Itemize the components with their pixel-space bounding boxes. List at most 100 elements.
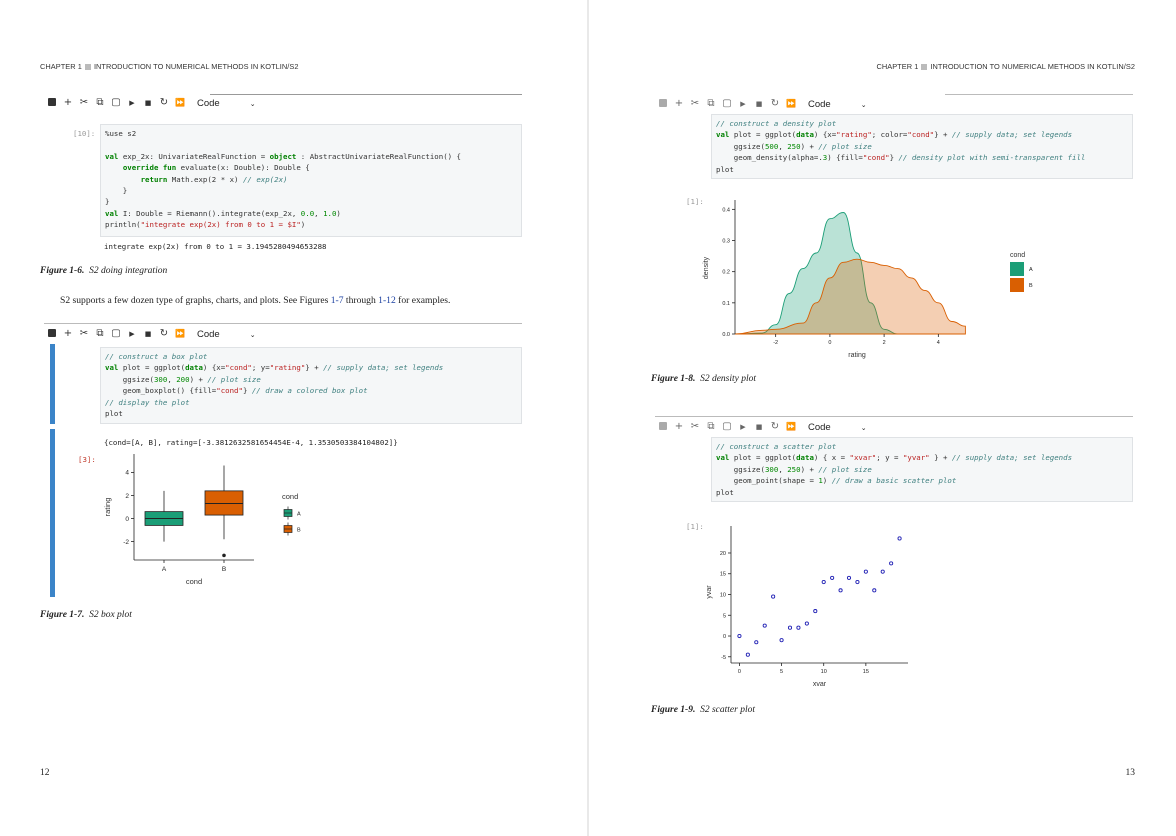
stop-button[interactable]: ■ <box>140 326 156 342</box>
paste-button[interactable]: ▢ <box>108 95 124 111</box>
cut-button[interactable]: ✂ <box>687 419 703 435</box>
run-all-button[interactable]: ⏩ <box>783 419 799 435</box>
code-token: geom_boxplot() {fill= <box>105 386 217 396</box>
run-button[interactable]: ▶ <box>124 95 140 111</box>
code-cell[interactable]: %use s2 val exp_2x: UnivariateRealFuncti… <box>100 124 522 237</box>
stop-button[interactable]: ■ <box>751 96 767 112</box>
cut-button[interactable]: ✂ <box>76 326 92 342</box>
add-cell-button[interactable]: + <box>60 326 76 342</box>
code-token: , <box>778 464 788 474</box>
add-cell-button[interactable]: + <box>671 96 687 112</box>
density-area-b <box>734 258 966 335</box>
code-line: val I: Double = Riemann().integrate(exp_… <box>105 208 517 219</box>
scatter-point <box>779 638 784 643</box>
cell-selection-bar <box>50 344 55 424</box>
cell-type-select[interactable]: Code ⌄ <box>197 329 256 340</box>
cell-type-select[interactable]: Code ⌄ <box>808 422 867 433</box>
paste-button[interactable]: ▢ <box>719 419 735 435</box>
stop-button[interactable]: ■ <box>140 95 156 111</box>
y-axis-title: yvar <box>706 585 713 599</box>
figure-link[interactable]: 1-12 <box>378 295 396 306</box>
x-tick-label: -2 <box>773 340 778 346</box>
paste-button[interactable]: ▢ <box>108 326 124 342</box>
add-cell-button[interactable]: + <box>60 95 76 111</box>
legend-title: cond <box>1010 252 1025 259</box>
body-paragraph: S2 supports a few dozen type of graphs, … <box>60 295 450 306</box>
restart-button[interactable]: ↻ <box>767 96 783 112</box>
page-number: 12 <box>40 768 50 778</box>
code-line: val plot = ggplot(data) {x="rating"; col… <box>716 129 1128 140</box>
run-button[interactable]: ▶ <box>735 419 751 435</box>
code-cell[interactable]: // construct a box plot val plot = ggplot… <box>100 347 522 424</box>
code-token: , <box>778 141 788 151</box>
cell-type-select[interactable]: Code ⌄ <box>197 98 256 109</box>
run-button[interactable]: ▶ <box>735 96 751 112</box>
y-tick-label: 0 <box>125 516 129 523</box>
notebook-toolbar: + ✂ ⧉ ▢ ▶ ■ ↻ ⏩ Code ⌄ <box>44 95 256 111</box>
cell-prompt: [1]: <box>686 522 704 531</box>
output-selection-bar <box>50 429 55 597</box>
run-all-button[interactable]: ⏩ <box>783 96 799 112</box>
run-all-button[interactable]: ⏩ <box>172 95 188 111</box>
x-axis-title: rating <box>848 352 866 359</box>
code-token: ; color= <box>871 130 908 140</box>
notebook-toolbar: + ✂ ⧉ ▢ ▶ ■ ↻ ⏩ Code ⌄ <box>655 96 867 112</box>
code-token: plot = ggplot( <box>733 453 797 463</box>
code-line: ggsize(300, 250) + // plot size <box>716 464 1128 475</box>
box-outlier <box>222 553 226 558</box>
code-token: } <box>242 386 252 396</box>
run-button[interactable]: ▶ <box>124 326 140 342</box>
scatter-point <box>846 575 852 580</box>
y-tick-label: 4 <box>125 470 129 477</box>
cut-button[interactable]: ✂ <box>76 95 92 111</box>
code-token: plot <box>105 409 123 419</box>
code-token: 250 <box>787 464 801 474</box>
code-token: // supply data; set legends <box>951 130 1073 140</box>
save-button[interactable] <box>655 96 671 112</box>
code-token: val <box>716 453 734 463</box>
stop-button[interactable]: ■ <box>751 419 767 435</box>
copy-button[interactable]: ⧉ <box>703 96 719 112</box>
save-button[interactable] <box>655 419 671 435</box>
code-token: // supply data; set legends <box>951 453 1073 463</box>
figure-caption: Figure 1-7. S2 box plot <box>40 610 132 620</box>
restart-button[interactable]: ↻ <box>767 419 783 435</box>
code-token: ) + <box>189 374 208 384</box>
legend-label: B <box>297 528 301 534</box>
cut-button[interactable]: ✂ <box>687 96 703 112</box>
code-cell[interactable]: // construct a density plot val plot = gg… <box>711 114 1133 179</box>
copy-button[interactable]: ⧉ <box>92 326 108 342</box>
code-token: ) { x = <box>813 453 850 463</box>
code-token: val <box>716 130 734 140</box>
restart-button[interactable]: ↻ <box>156 326 172 342</box>
restart-button[interactable]: ↻ <box>156 95 172 111</box>
paste-button[interactable]: ▢ <box>719 96 735 112</box>
code-token: ) {fill= <box>827 153 863 163</box>
cell-prompt: [3]: <box>78 455 96 464</box>
figure-link[interactable]: 1-7 <box>330 295 344 306</box>
code-token: 300 <box>153 374 168 384</box>
code-line: %use s2 <box>105 128 517 139</box>
restart-icon: ↻ <box>159 97 169 108</box>
code-token: "cond" <box>862 153 890 163</box>
code-token: ggsize( <box>716 464 765 474</box>
copy-button[interactable]: ⧉ <box>703 419 719 435</box>
figure-caption: Figure 1-8. S2 density plot <box>651 374 756 384</box>
code-token: plot <box>716 487 734 497</box>
x-tick-label: 0 <box>828 340 831 346</box>
cell-output: integrate exp(2x) from 0 to 1 = 3.194528… <box>104 242 327 251</box>
add-cell-button[interactable]: + <box>671 419 687 435</box>
run-all-button[interactable]: ⏩ <box>172 326 188 342</box>
code-token: data <box>796 453 814 463</box>
play-icon: ▶ <box>740 423 746 431</box>
save-button[interactable] <box>44 95 60 111</box>
code-token: : AbstractUnivariateRealFunction() { <box>296 151 461 161</box>
y-tick-label: 0.1 <box>722 301 730 307</box>
code-line: // construct a density plot <box>716 118 1128 129</box>
legend-key-a <box>1010 262 1024 276</box>
save-button[interactable] <box>44 326 60 342</box>
cell-type-select[interactable]: Code ⌄ <box>808 99 867 110</box>
copy-button[interactable]: ⧉ <box>92 95 108 111</box>
y-tick-label: -2 <box>123 539 129 546</box>
code-cell[interactable]: // construct a scatter plot val plot = gg… <box>711 437 1133 502</box>
